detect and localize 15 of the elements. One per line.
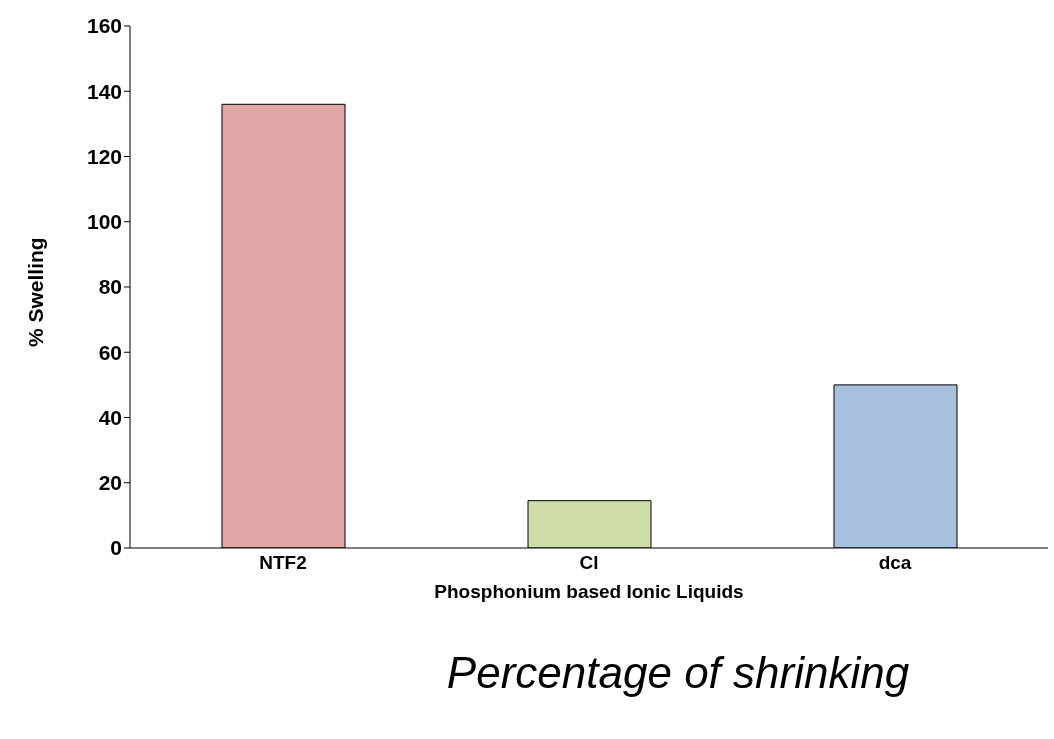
y-tick-label: 40 — [98, 405, 122, 429]
x-tick-label: NTF2 — [259, 552, 307, 574]
y-tick-label: 80 — [98, 275, 122, 299]
y-axis-title: % Swelling — [24, 237, 48, 347]
y-tick-label: 140 — [86, 79, 122, 103]
y-tick-label: 60 — [98, 340, 122, 364]
x-axis-title: Phosphonium based Ionic Liquids — [434, 581, 744, 602]
y-tick-label: 100 — [86, 210, 122, 234]
x-tick-label: dca — [878, 552, 912, 574]
y-tick-label: 120 — [86, 144, 122, 168]
y-tick-label: 20 — [98, 471, 122, 495]
x-tick-label: Cl — [579, 552, 599, 574]
y-tick-label: 160 — [86, 14, 122, 38]
y-tick-label: 0 — [110, 536, 122, 560]
text: Percentage of shrinking — [445, 648, 911, 698]
